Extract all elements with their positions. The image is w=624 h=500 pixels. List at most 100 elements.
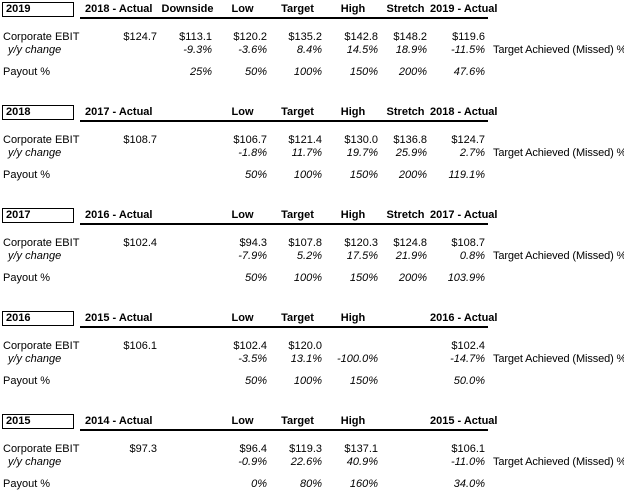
note-spacer bbox=[488, 340, 624, 353]
note-spacer bbox=[488, 443, 624, 456]
target-achieved-note: Target Achieved (Missed) % bbox=[493, 353, 624, 365]
year-block-2019: 2019 2018 - Actual Downside Low Target H… bbox=[0, 2, 624, 79]
payout-low: 50% bbox=[244, 375, 267, 387]
ebit-row-label: Corporate EBIT bbox=[3, 237, 80, 249]
ebit-prior: $97.3 bbox=[129, 443, 157, 455]
ebit-actual: $102.4 bbox=[451, 340, 485, 352]
yoy-target: 11.7% bbox=[291, 147, 322, 159]
yoy-stretch: 25.9% bbox=[395, 147, 427, 159]
yoy-stretch bbox=[381, 353, 430, 366]
payout-downside bbox=[160, 169, 215, 182]
ebit-target: $121.4 bbox=[288, 134, 322, 146]
header-row: 2018 2017 - Actual Low Target High Stret… bbox=[0, 105, 624, 122]
ebit-high: $137.1 bbox=[344, 443, 378, 455]
yoy-row: y/y change -9.3% -3.6% 8.4% 14.5% 18.9% … bbox=[0, 44, 624, 57]
payout-prior bbox=[80, 169, 160, 182]
target-achieved-note: Target Achieved (Missed) % bbox=[493, 147, 624, 159]
header-high: High bbox=[325, 414, 381, 431]
header-high: High bbox=[325, 105, 381, 122]
yoy-downside bbox=[160, 353, 215, 366]
ebit-actual: $106.1 bbox=[451, 443, 485, 455]
yoy-actual: 2.7% bbox=[459, 147, 485, 159]
ebit-low: $94.3 bbox=[239, 237, 267, 249]
header-stretch: Stretch bbox=[381, 208, 430, 225]
payout-low: 0% bbox=[251, 478, 267, 490]
yoy-stretch: 18.9% bbox=[395, 44, 427, 56]
yoy-row: y/y change -0.9% 22.6% 40.9% -11.0% Targ… bbox=[0, 456, 624, 469]
ebit-target: $120.0 bbox=[288, 340, 322, 352]
ebit-actual: $108.7 bbox=[451, 237, 485, 249]
header-prior-actual: 2015 - Actual bbox=[80, 311, 160, 328]
header-stretch: Stretch bbox=[381, 2, 430, 19]
header-row: 2015 2014 - Actual Low Target High 2015 … bbox=[0, 414, 624, 431]
payout-target: 100% bbox=[293, 66, 322, 78]
target-achieved-note: Target Achieved (Missed) % bbox=[493, 456, 624, 468]
yoy-row-label: y/y change bbox=[8, 456, 62, 468]
payout-prior bbox=[80, 66, 160, 79]
yoy-high: 14.5% bbox=[346, 44, 378, 56]
yoy-stretch: 21.9% bbox=[395, 250, 427, 262]
yoy-downside bbox=[160, 456, 215, 469]
payout-target: 100% bbox=[293, 169, 322, 181]
year-box-cell: 2017 bbox=[0, 208, 80, 223]
ebit-downside: $113.1 bbox=[179, 31, 212, 43]
ebit-row: Corporate EBIT $106.1 $102.4 $120.0 $102… bbox=[0, 340, 624, 353]
yoy-target: 22.6% bbox=[290, 456, 322, 468]
yoy-actual: -11.0% bbox=[450, 456, 485, 468]
payout-high: 150% bbox=[349, 272, 378, 284]
ebit-row-label: Corporate EBIT bbox=[3, 31, 80, 43]
year-box-cell: 2015 bbox=[0, 414, 80, 429]
ebit-row-label: Corporate EBIT bbox=[3, 443, 80, 455]
payout-stretch: 200% bbox=[398, 169, 427, 181]
header-target: Target bbox=[270, 311, 325, 328]
ebit-low: $106.7 bbox=[233, 134, 267, 146]
ebit-prior: $106.1 bbox=[123, 340, 157, 352]
yoy-row: y/y change -3.5% 13.1% -100.0% -14.7% Ta… bbox=[0, 353, 624, 366]
payout-target: 80% bbox=[299, 478, 322, 490]
ebit-stretch bbox=[381, 443, 430, 456]
target-achieved-note: Target Achieved (Missed) % bbox=[493, 44, 624, 56]
yoy-prior bbox=[80, 147, 160, 160]
ebit-row-label: Corporate EBIT bbox=[3, 340, 80, 352]
ebit-downside bbox=[160, 237, 215, 250]
payout-low: 50% bbox=[244, 169, 267, 181]
payout-prior bbox=[80, 375, 160, 388]
yoy-row-label: y/y change bbox=[8, 353, 62, 365]
ebit-prior: $102.4 bbox=[123, 237, 157, 249]
payout-row-label: Payout % bbox=[3, 272, 51, 284]
header-low: Low bbox=[215, 311, 270, 328]
ebit-row: Corporate EBIT $97.3 $96.4 $119.3 $137.1… bbox=[0, 443, 624, 456]
payout-row: Payout % 50% 100% 150% 200% 119.1% bbox=[0, 169, 624, 182]
year-box-cell: 2018 bbox=[0, 105, 80, 120]
header-downside: Downside bbox=[160, 2, 215, 19]
payout-row-label: Payout % bbox=[3, 478, 51, 490]
payout-actual: 47.6% bbox=[453, 66, 485, 78]
ebit-downside bbox=[160, 340, 215, 353]
payout-prior bbox=[80, 272, 160, 285]
yoy-row: y/y change -7.9% 5.2% 17.5% 21.9% 0.8% T… bbox=[0, 250, 624, 263]
header-row: 2016 2015 - Actual Low Target High 2016 … bbox=[0, 311, 624, 328]
header-downside bbox=[160, 311, 215, 328]
note-spacer bbox=[488, 134, 624, 147]
header-target: Target bbox=[270, 105, 325, 122]
ebit-row: Corporate EBIT $102.4 $94.3 $107.8 $120.… bbox=[0, 237, 624, 250]
payout-downside bbox=[160, 375, 215, 388]
payout-row-label: Payout % bbox=[3, 66, 51, 78]
header-prior-actual: 2018 - Actual bbox=[80, 2, 160, 19]
yoy-low: -0.9% bbox=[238, 456, 267, 468]
payout-target: 100% bbox=[293, 272, 322, 284]
yoy-prior bbox=[80, 353, 160, 366]
year-box: 2016 bbox=[2, 311, 74, 326]
ebit-row: Corporate EBIT $124.7 $113.1 $120.2 $135… bbox=[0, 31, 624, 44]
year-box: 2017 bbox=[2, 208, 74, 223]
header-current-actual: 2017 - Actual bbox=[430, 208, 497, 225]
payout-actual: 103.9% bbox=[447, 272, 485, 284]
ebit-high bbox=[325, 340, 381, 353]
year-block-2017: 2017 2016 - Actual Low Target High Stret… bbox=[0, 208, 624, 285]
payout-row: Payout % 50% 100% 150% 50.0% bbox=[0, 375, 624, 388]
header-current-actual: 2018 - Actual bbox=[430, 105, 497, 122]
ebit-stretch: $136.8 bbox=[393, 134, 427, 146]
payout-low: 50% bbox=[244, 272, 267, 284]
yoy-row: y/y change -1.8% 11.7% 19.7% 25.9% 2.7% … bbox=[0, 147, 624, 160]
